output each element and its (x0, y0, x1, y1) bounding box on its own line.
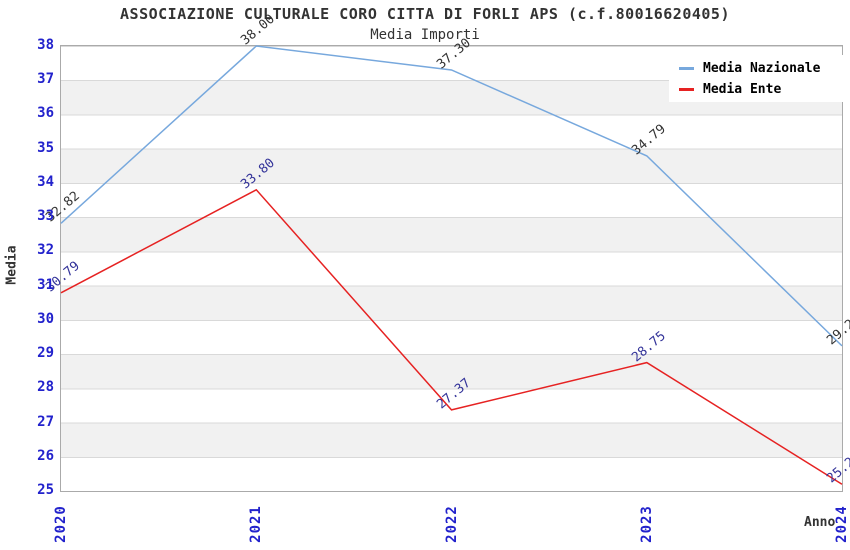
legend-label-nazionale: Media Nazionale (703, 60, 821, 76)
legend-label-ente: Media Ente (703, 81, 782, 97)
series-line-0 (60, 45, 843, 347)
legend-item-media-ente: Media Ente (669, 82, 850, 97)
legend-line-swatch-ente (679, 87, 694, 91)
point-value-label: 29.24 (824, 311, 850, 349)
x-tick-label: 2023 (638, 505, 655, 543)
chart-title: ASSOCIAZIONE CULTURALE CORO CITTA DI FOR… (120, 5, 730, 23)
point-value-label: 34.79 (628, 121, 669, 159)
y-tick-label: 28 (37, 379, 54, 396)
point-value-label: 27.37 (433, 375, 474, 413)
point-labels: 32.82 38.00 37.30 34.79 29.24 30.79 33.80 27.37… (43, 12, 850, 491)
y-tick-label: 37 (37, 71, 54, 88)
y-tick-label: 30 (37, 310, 54, 327)
legend: Media Nazionale Media Ente (669, 55, 850, 102)
point-value-label: 25.20 (824, 449, 850, 487)
chart-subtitle: Media Importi (370, 27, 480, 43)
y-tick-label: 29 (37, 345, 54, 362)
y-tick-label: 35 (37, 139, 54, 156)
y-tick-label: 25 (37, 482, 54, 498)
x-tick-label: 2020 (53, 505, 69, 543)
y-tick-label: 27 (37, 413, 54, 430)
x-tick-label: 2022 (443, 505, 460, 543)
series-lines (60, 45, 843, 485)
y-tick-label: 26 (37, 447, 54, 464)
y-tick-label: 36 (37, 105, 54, 122)
point-value-label: 28.75 (628, 328, 669, 365)
x-tick-label: 2024 (834, 505, 850, 543)
plot-area: 32.82 38.00 37.30 34.79 29.24 30.79 33.80 27.37… (43, 12, 850, 492)
legend-line-swatch-nazionale (679, 66, 694, 70)
x-axis-title: Anno (804, 515, 836, 530)
x-tick-label: 2021 (248, 505, 265, 543)
point-value-label: 33.80 (238, 155, 279, 193)
y-tick-label: 32 (37, 242, 54, 259)
y-tick-label: 31 (37, 276, 54, 293)
y-tick-label: 33 (37, 208, 54, 225)
series-line-1 (60, 188, 843, 485)
y-tick-label: 34 (37, 173, 54, 190)
legend-item-media-nazionale: Media Nazionale (669, 61, 850, 76)
y-tick-label: 38 (37, 37, 54, 53)
